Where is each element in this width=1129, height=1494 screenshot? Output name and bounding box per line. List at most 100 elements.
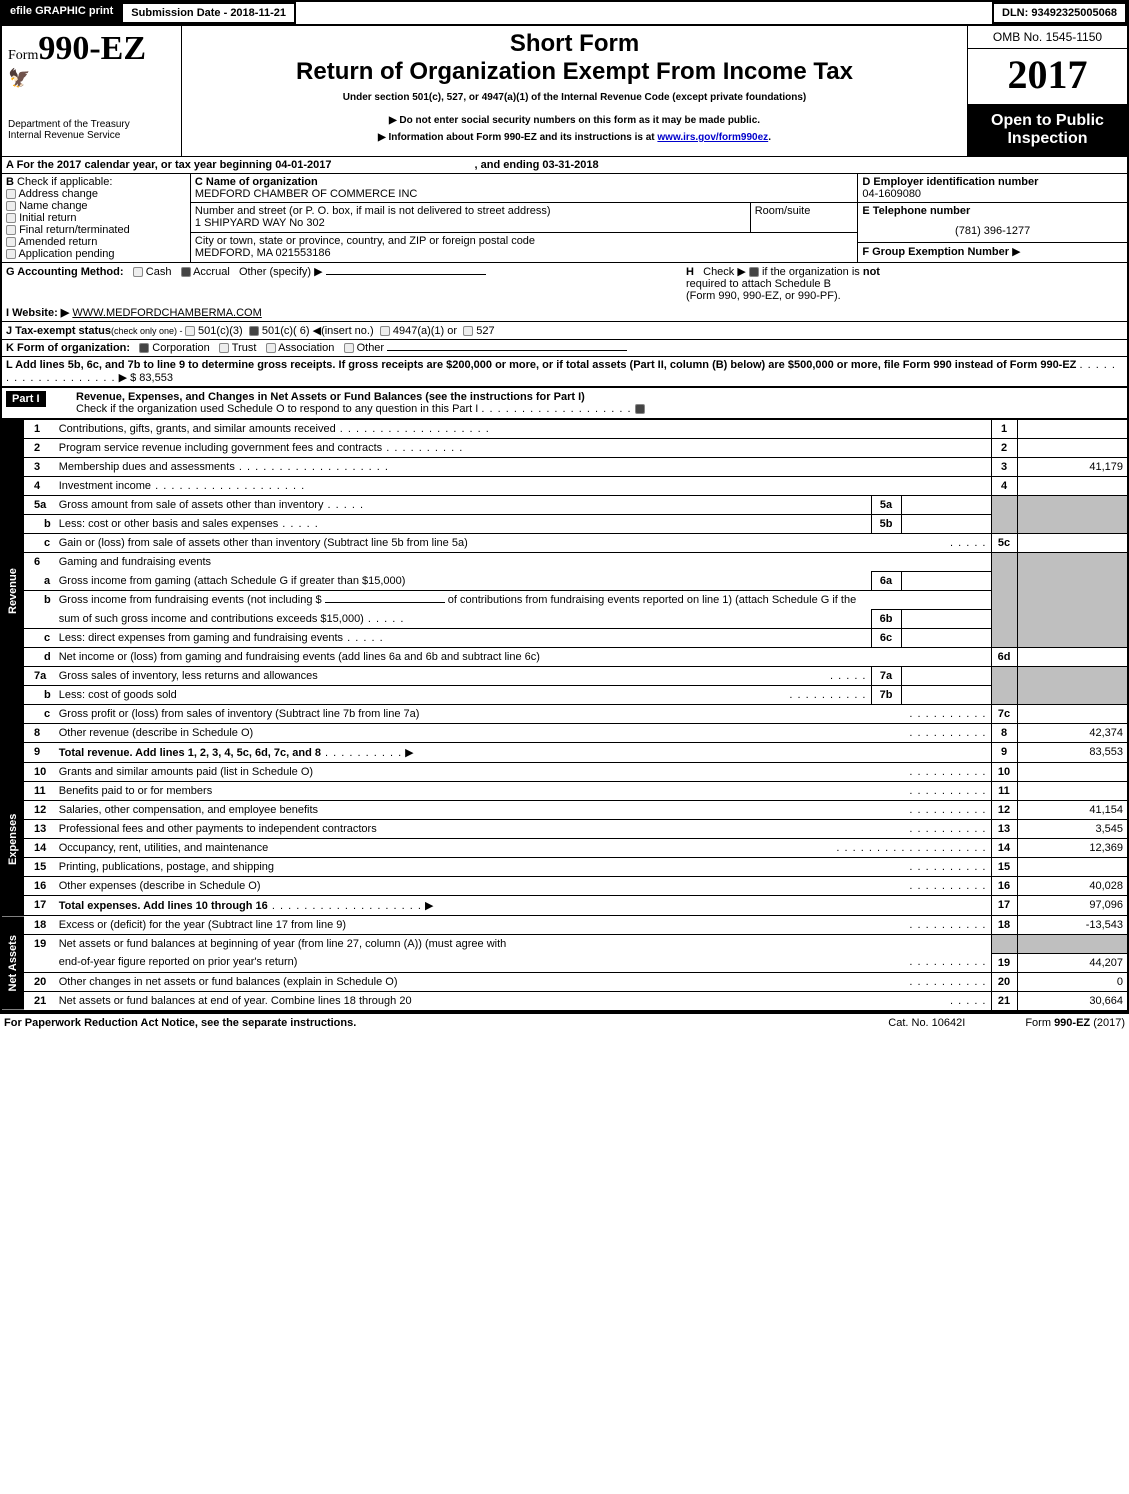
line-6b-blank <box>325 602 445 603</box>
page-footer: For Paperwork Reduction Act Notice, see … <box>0 1013 1129 1032</box>
top-bar: efile GRAPHIC print Submission Date - 20… <box>2 2 1127 24</box>
chk-final-return[interactable] <box>6 225 16 235</box>
no-ssn-note: ▶ Do not enter social security numbers o… <box>188 115 961 126</box>
chk-corporation[interactable] <box>139 343 149 353</box>
amt-10 <box>1017 763 1127 782</box>
d2 <box>382 442 463 454</box>
irs-label: Internal Revenue Service <box>8 130 175 141</box>
chk-527[interactable] <box>463 326 473 336</box>
block-h-check: Check ▶ <box>703 266 746 278</box>
line-2-text: Program service revenue including govern… <box>59 442 382 454</box>
amt-3: 41,179 <box>1017 458 1127 477</box>
d5a <box>323 499 364 511</box>
d11 <box>909 785 986 797</box>
info-line: ▶ Information about Form 990-EZ and its … <box>188 132 961 143</box>
amt-6d <box>1017 648 1127 667</box>
block-b-checkif: Check if applicable: <box>17 176 112 188</box>
d7a <box>830 670 867 682</box>
dln: DLN: 93492325005068 <box>992 2 1127 24</box>
submission-date: Submission Date - 2018-11-21 <box>121 2 296 24</box>
line-6b-end: sum of such gross income and contributio… <box>59 613 364 625</box>
block-f-label: F Group Exemption Number <box>862 246 1009 258</box>
block-j-row: J Tax-exempt status(check only one) - 50… <box>2 321 1127 339</box>
block-d-label: D Employer identification number <box>862 176 1038 188</box>
line-6d-text: Net income or (loss) from gaming and fun… <box>59 651 540 663</box>
chk-other-org[interactable] <box>344 343 354 353</box>
line-6c-text: Less: direct expenses from gaming and fu… <box>59 632 343 644</box>
block-e-label: E Telephone number <box>862 205 970 217</box>
line-16-text: Other expenses (describe in Schedule O) <box>59 880 261 892</box>
footer-right: Form 990-EZ (2017) <box>1025 1017 1125 1029</box>
phone-value: (781) 396-1277 <box>862 225 1123 237</box>
line-5c-text: Gain or (loss) from sale of assets other… <box>59 537 468 549</box>
l-arrow: ▶ <box>119 372 127 384</box>
amt-2 <box>1017 439 1127 458</box>
amt-7a <box>901 667 991 686</box>
line-15-text: Printing, publications, postage, and shi… <box>59 861 274 873</box>
block-a-ending: , and ending 03-31-2018 <box>475 159 599 171</box>
chk-trust[interactable] <box>219 343 229 353</box>
line-5a-text: Gross amount from sale of assets other t… <box>59 499 324 511</box>
amt-9: 83,553 <box>1017 743 1127 763</box>
amt-13: 3,545 <box>1017 820 1127 839</box>
chk-501c3[interactable] <box>185 326 195 336</box>
part1-title: Revenue, Expenses, and Changes in Net As… <box>76 391 585 403</box>
entity-info-table: B Check if applicable: Address change Na… <box>2 173 1127 262</box>
amt-7c <box>1017 705 1127 724</box>
d1 <box>336 423 490 435</box>
expenses-side-label: Expenses <box>2 763 24 916</box>
city-label: City or town, state or province, country… <box>195 235 535 247</box>
l-amount: $ 83,553 <box>130 372 173 384</box>
lbl-address-change: Address change <box>18 188 98 200</box>
lbl-initial-return: Initial return <box>19 212 76 224</box>
part1-label: Part I <box>6 391 46 407</box>
info-link[interactable]: www.irs.gov/form990ez <box>657 132 768 143</box>
part1-check-text: Check if the organization used Schedule … <box>76 403 478 415</box>
lbl-amended-return: Amended return <box>18 236 97 248</box>
amt-11 <box>1017 782 1127 801</box>
part1-header: Part I Revenue, Expenses, and Changes in… <box>2 386 1127 419</box>
chk-amended-return[interactable] <box>6 237 16 247</box>
block-l-text: L Add lines 5b, 6c, and 7b to line 9 to … <box>6 359 1076 371</box>
lbl-cash: Cash <box>146 266 172 278</box>
open-inspection: Open to Public Inspection <box>968 104 1127 156</box>
amt-1 <box>1017 420 1127 439</box>
h-not: not <box>863 266 880 278</box>
block-j-label: J Tax-exempt status <box>6 325 111 337</box>
line-3-text: Membership dues and assessments <box>59 461 235 473</box>
chk-4947a1[interactable] <box>380 326 390 336</box>
main-title: Return of Organization Exempt From Incom… <box>188 58 961 86</box>
chk-schedule-o-used[interactable] <box>635 404 645 414</box>
line-18-text: Excess or (deficit) for the year (Subtra… <box>59 919 346 931</box>
chk-sched-b-not-required[interactable] <box>749 267 759 277</box>
lbl-association: Association <box>278 342 334 354</box>
line-7c-text: Gross profit or (loss) from sales of inv… <box>59 708 420 720</box>
form-number-text: 990-EZ <box>38 30 146 67</box>
chk-cash[interactable] <box>133 267 143 277</box>
block-a-label: A For the 2017 calendar year, or tax yea… <box>6 159 331 171</box>
d13 <box>909 823 986 835</box>
footer-form-pre: Form <box>1025 1017 1054 1029</box>
chk-address-change[interactable] <box>6 189 16 199</box>
line-10-text: Grants and similar amounts paid (list in… <box>59 766 313 778</box>
d8 <box>909 727 986 739</box>
chk-accrual[interactable] <box>181 267 191 277</box>
short-form-title: Short Form <box>188 30 961 58</box>
amt-14: 12,369 <box>1017 839 1127 858</box>
amt-20: 0 <box>1017 972 1127 991</box>
block-g-label: G Accounting Method: <box>6 266 124 278</box>
chk-association[interactable] <box>266 343 276 353</box>
chk-application-pending[interactable] <box>6 249 16 259</box>
other-org-line <box>387 350 627 351</box>
lbl-other-org: Other <box>357 342 385 354</box>
city-value: MEDFORD, MA 021553186 <box>195 247 331 259</box>
chk-name-change[interactable] <box>6 201 16 211</box>
amt-6a <box>901 572 991 591</box>
chk-initial-return[interactable] <box>6 213 16 223</box>
line-6b-mid: of contributions from fundraising events… <box>448 594 856 606</box>
tax-year: 2017 <box>968 49 1127 104</box>
line-6b-pre: Gross income from fundraising events (no… <box>59 594 322 606</box>
chk-501c[interactable] <box>249 326 259 336</box>
amt-16: 40,028 <box>1017 877 1127 896</box>
block-c-label: C Name of organization <box>195 176 318 188</box>
